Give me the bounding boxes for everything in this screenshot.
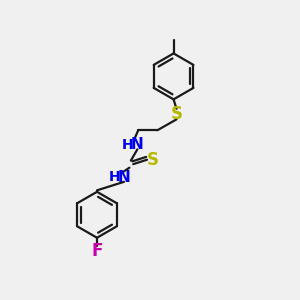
Text: N: N bbox=[118, 170, 130, 185]
Text: S: S bbox=[170, 105, 182, 123]
Text: H: H bbox=[122, 138, 134, 152]
Text: S: S bbox=[147, 151, 159, 169]
Text: H: H bbox=[109, 170, 121, 184]
Text: F: F bbox=[91, 242, 103, 260]
Text: N: N bbox=[131, 137, 144, 152]
